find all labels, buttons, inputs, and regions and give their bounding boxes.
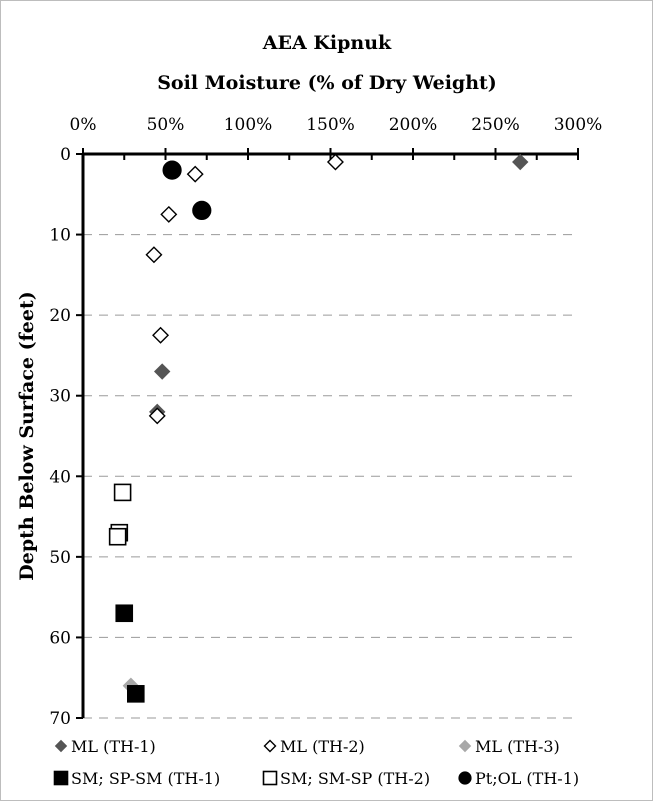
y-tick-label: 20 bbox=[49, 306, 71, 326]
x-axis-title: Soil Moisture (% of Dry Weight) bbox=[157, 72, 497, 94]
legend-marker bbox=[458, 771, 472, 785]
y-tick-label: 60 bbox=[49, 628, 71, 648]
data-point bbox=[115, 604, 134, 623]
legend-item: SM; SM-SP (TH-2) bbox=[262, 769, 430, 788]
legend-label: ML (TH-1) bbox=[71, 737, 156, 756]
data-point bbox=[113, 483, 132, 502]
x-tick-label: 0% bbox=[70, 115, 97, 135]
data-point bbox=[512, 153, 529, 171]
legend-label: SM; SP-SM (TH-1) bbox=[71, 769, 220, 788]
legend-marker bbox=[263, 739, 277, 753]
data-point bbox=[160, 205, 178, 223]
legend-label: Pt;OL (TH-1) bbox=[475, 769, 579, 788]
data-points bbox=[108, 153, 529, 703]
gridlines bbox=[83, 234, 578, 719]
y-axis-title: Depth Below Surface (feet) bbox=[16, 291, 38, 580]
y-tick-label: 50 bbox=[49, 548, 71, 568]
legend-item: ML (TH-2) bbox=[263, 737, 365, 756]
legend-marker bbox=[54, 739, 68, 753]
x-tick-label: 250% bbox=[471, 115, 520, 135]
x-tick-label: 300% bbox=[554, 115, 603, 135]
data-point bbox=[148, 407, 166, 425]
x-tick-label: 50% bbox=[147, 115, 185, 135]
legend-label: ML (TH-3) bbox=[475, 737, 560, 756]
legend: ML (TH-1) ML (TH-2) ML (TH-3) SM; SP-SM (TH… bbox=[53, 737, 579, 788]
data-point bbox=[162, 160, 182, 180]
data-point bbox=[108, 527, 127, 546]
data-point bbox=[145, 246, 163, 264]
legend-marker bbox=[53, 770, 69, 786]
legend-item: ML (TH-1) bbox=[54, 737, 156, 756]
y-tick-label: 40 bbox=[49, 467, 71, 487]
y-tick-label: 30 bbox=[49, 387, 71, 407]
legend-item: Pt;OL (TH-1) bbox=[458, 769, 579, 788]
data-point bbox=[192, 200, 212, 220]
y-tick-label: 10 bbox=[49, 226, 71, 246]
data-point bbox=[127, 685, 145, 703]
legend-item: SM; SP-SM (TH-1) bbox=[53, 769, 220, 788]
legend-item: ML (TH-3) bbox=[458, 737, 560, 756]
legend-label: SM; SM-SP (TH-2) bbox=[280, 769, 430, 788]
x-tick-label: 100% bbox=[224, 115, 273, 135]
tick-labels: 0 10 20 30 40 50 60 70 0% 50% 100% 150% 200% 250% 300% bbox=[49, 115, 602, 729]
chart-title: AEA Kipnuk bbox=[262, 32, 392, 54]
legend-marker bbox=[458, 739, 472, 753]
x-tick-label: 200% bbox=[389, 115, 438, 135]
x-tick-label: 150% bbox=[306, 115, 355, 135]
data-point bbox=[152, 326, 170, 344]
data-point bbox=[326, 153, 344, 171]
legend-label: ML (TH-2) bbox=[280, 737, 365, 756]
legend-marker bbox=[262, 770, 278, 786]
data-point bbox=[186, 165, 204, 183]
data-point bbox=[153, 363, 171, 380]
y-tick-label: 70 bbox=[49, 709, 71, 729]
axes bbox=[76, 148, 579, 719]
y-tick-label: 0 bbox=[60, 145, 71, 165]
